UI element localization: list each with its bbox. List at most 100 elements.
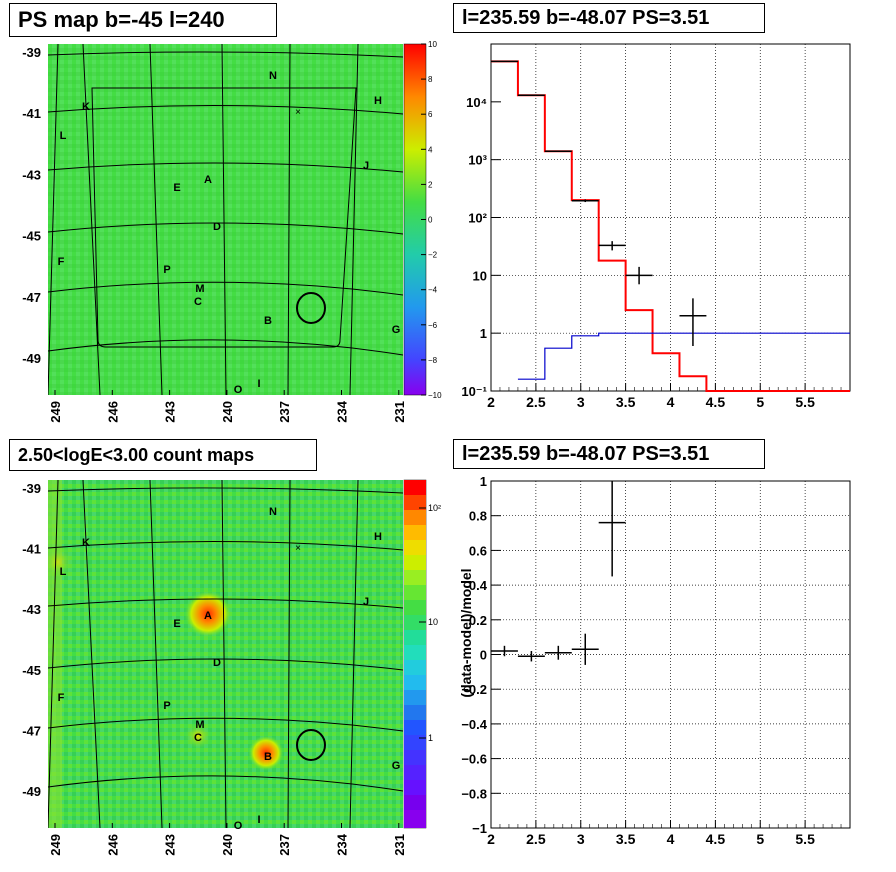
colorbar-tick-label: −10 [428, 391, 442, 400]
x-tick-label: 2.5 [526, 831, 546, 847]
source-label: D [213, 221, 221, 233]
lat-tick-label: -43 [22, 602, 41, 617]
colorbar-tick-label: 0 [428, 216, 433, 225]
lat-tick-label: -41 [22, 542, 41, 557]
data-point [491, 645, 518, 657]
ps-map-lon-ticks: 249 246 243 240 237 234 231 [48, 390, 407, 423]
lon-tick-label: 246 [105, 834, 120, 856]
y-tick-label: −0.6 [461, 752, 487, 767]
x-tick-label: 5 [756, 831, 764, 847]
count-map-lon-ticks: 249 246 243 240 237 234 231 [48, 823, 407, 856]
lat-tick-label: -45 [22, 229, 41, 244]
step-series-1 [517, 332, 850, 380]
source-label: G [392, 324, 401, 336]
y-tick-label: −0.2 [461, 682, 487, 697]
residual-title: l=235.59 b=-48.07 PS=3.51 [453, 439, 765, 469]
source-label: A [204, 610, 212, 622]
y-tick-label: 0.8 [469, 509, 487, 524]
y-tick-label: 10⁴ [466, 95, 487, 110]
source-label: H [374, 95, 382, 107]
data-point [517, 94, 545, 96]
colorbar-tick-label: −4 [428, 286, 438, 295]
count-map-cross-marker: × [295, 543, 301, 554]
source-label: O [234, 384, 243, 396]
source-label: K [82, 101, 90, 113]
source-label: C [194, 732, 202, 744]
source-label: I [257, 814, 260, 826]
source-label: P [163, 264, 170, 276]
count-map-grid [48, 480, 403, 828]
source-label: D [213, 657, 221, 669]
x-tick-label: 5.5 [795, 394, 815, 410]
source-label: C [194, 296, 202, 308]
spectrum-chart: 2 2.5 3 3.5 4 4.5 5 5.5 10⁻¹ 1 10 10² 10³ 10⁴ [461, 43, 851, 410]
ps-map-cross-marker: × [295, 107, 301, 118]
count-map-panel: × N H K L J E A D F P MC B G O I -39 -41 -43 -45 -47 -49 24… [22, 479, 441, 856]
count-map-title: 2.50<logE<3.00 count maps [9, 439, 317, 471]
data-point [571, 199, 599, 203]
colorbar-tick-label: −8 [428, 356, 438, 365]
source-label: H [374, 531, 382, 543]
ps-map-target-circle [296, 292, 326, 324]
source-label: N [269, 70, 277, 82]
data-point [625, 266, 653, 285]
y-tick-label: 1 [480, 474, 487, 489]
colorbar-tick-label: 4 [428, 145, 433, 154]
data-point [544, 645, 572, 660]
spectrum-title: l=235.59 b=-48.07 PS=3.51 [453, 3, 765, 33]
lon-tick-label: 237 [277, 834, 292, 856]
x-tick-label: 2 [487, 831, 495, 847]
colorbar-tick-label: 10² [428, 503, 441, 513]
lat-tick-label: -47 [22, 290, 41, 305]
source-label: J [363, 160, 369, 172]
data-point [544, 150, 572, 152]
source-label: J [363, 596, 369, 608]
source-label: O [234, 820, 243, 832]
count-map-lat-ticks: -39 -41 -43 -45 -47 -49 [22, 481, 41, 799]
source-label: G [392, 760, 401, 772]
x-tick-label: 5 [756, 394, 764, 410]
x-tick-label: 4 [667, 831, 675, 847]
lat-tick-label: -39 [22, 481, 41, 496]
y-tick-label: 10² [468, 211, 487, 226]
colorbar-tick-label: 10 [428, 40, 437, 49]
residual-chart: 2 2.5 3 3.5 4 4.5 5 5.5 −1 −0.8 −0.6 −0.4 −0.2 0 0.2 0.… [458, 474, 851, 847]
y-tick-label: −1 [472, 821, 487, 836]
y-axis-label: (data-model)/model [458, 568, 474, 697]
source-label: F [58, 256, 65, 268]
lat-tick-label: -39 [22, 45, 41, 60]
lon-tick-label: 234 [335, 833, 350, 855]
ps-map-grid [48, 44, 403, 395]
source-label: M [195, 283, 204, 295]
lon-tick-label: 249 [48, 401, 63, 423]
x-tick-label: 4.5 [706, 394, 726, 410]
lon-tick-label: 249 [48, 834, 63, 856]
lon-tick-label: 237 [277, 401, 292, 423]
lat-tick-label: -49 [22, 784, 41, 799]
x-tick-label: 4.5 [706, 831, 726, 847]
x-tick-label: 3.5 [616, 831, 636, 847]
source-label: B [264, 751, 272, 763]
colorbar-tick-label: −6 [428, 321, 438, 330]
y-tick-label: 0 [480, 648, 487, 663]
y-tick-label: 1 [480, 326, 487, 341]
lon-tick-label: 243 [163, 401, 178, 423]
x-tick-label: 3 [577, 831, 585, 847]
colorbar-tick-label: 10 [428, 617, 438, 627]
lon-tick-label: 231 [392, 401, 407, 423]
colorbar-tick-label: 8 [428, 75, 433, 84]
source-a-blob [184, 590, 232, 638]
data-point [517, 651, 545, 662]
lon-tick-label: 240 [220, 401, 235, 423]
lon-tick-label: 231 [392, 834, 407, 856]
y-tick-label: 10⁻¹ [461, 384, 487, 399]
source-label: F [58, 692, 65, 704]
count-colorbar-ticks: 10² 10 1 [419, 503, 441, 743]
count-colorbar [403, 479, 427, 829]
source-b-blob [248, 735, 284, 771]
colorbar-tick-label: 6 [428, 110, 433, 119]
count-map-target-circle [296, 729, 326, 761]
lon-tick-label: 234 [335, 400, 350, 422]
